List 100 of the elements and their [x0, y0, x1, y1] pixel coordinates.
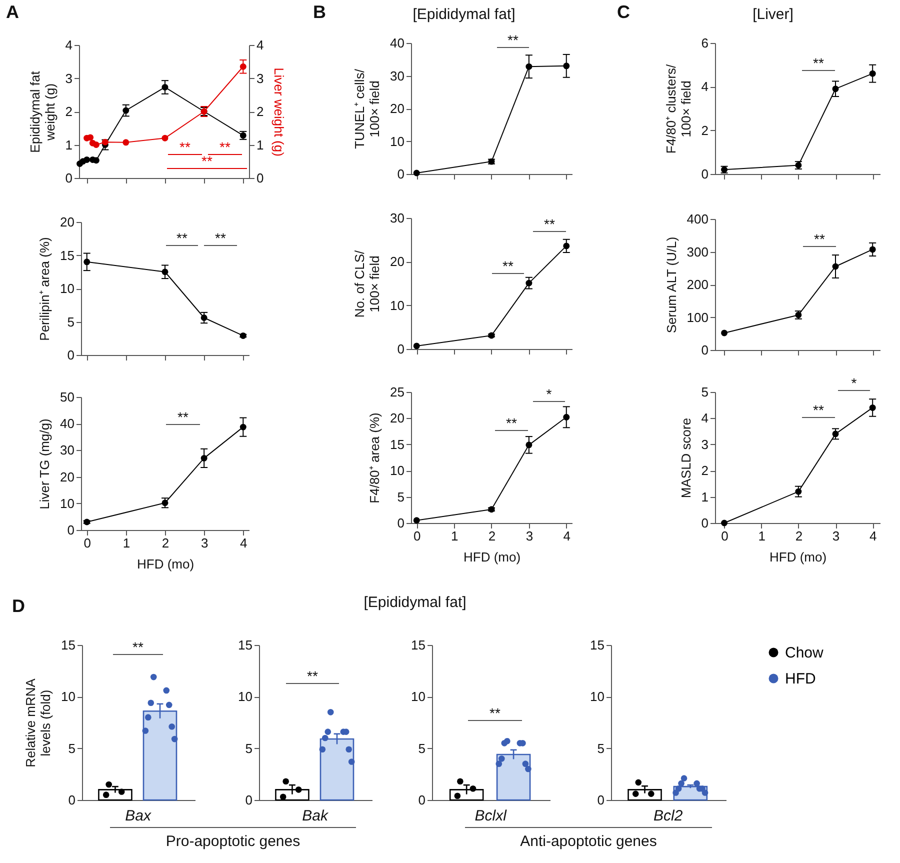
- x-tick-label: 2: [795, 528, 803, 544]
- annotation: **: [220, 139, 230, 155]
- y-axis-title: F4/80⁺ clusters/ 100× field: [663, 64, 694, 154]
- point: [526, 63, 532, 70]
- y-tick-label: 15: [390, 436, 404, 452]
- annotation: **: [204, 229, 237, 246]
- point: [526, 280, 532, 286]
- y-tick-label: 6: [701, 36, 708, 50]
- y-tick-label: 0: [701, 342, 708, 358]
- point: [122, 139, 130, 146]
- y-tick-label: 200: [686, 277, 708, 292]
- y-tick-label: 2: [65, 104, 72, 119]
- y-tick-label: 10: [390, 463, 404, 478]
- point: [162, 84, 168, 90]
- y-tick-label: 0: [701, 166, 708, 182]
- y2-tick-label: 1: [256, 137, 264, 152]
- y-tick-label: 0: [65, 170, 72, 186]
- point: [413, 342, 420, 350]
- y-tick-label: 3: [65, 70, 72, 86]
- y-tick-label: 10: [390, 134, 404, 149]
- point: [162, 500, 168, 506]
- point: [102, 138, 108, 146]
- x-tick-label: 1: [450, 528, 458, 544]
- text: *: [838, 374, 870, 391]
- point: [563, 242, 570, 250]
- y-tick-label: 5: [597, 740, 604, 756]
- point: [795, 488, 802, 495]
- y-tick-label: 15: [61, 638, 76, 652]
- y-tick-label: 0: [701, 516, 708, 530]
- y-axis-title: Epididymal fat weight (g): [27, 70, 58, 153]
- y-tick-label: 20: [60, 469, 74, 484]
- y-tick-label: 5: [397, 489, 404, 504]
- point: [869, 70, 876, 77]
- x-tick-label: 3: [832, 528, 840, 544]
- y-tick-label: 20: [390, 101, 404, 116]
- y2-tick-label: 3: [256, 70, 264, 86]
- point: [84, 518, 90, 526]
- annotation: **: [166, 229, 198, 246]
- y-tick-label: 0: [67, 348, 74, 362]
- y-tick-label: 5: [418, 740, 426, 756]
- y-tick-label: 1: [701, 489, 708, 504]
- annotation: **: [802, 401, 835, 418]
- y-tick-label: 300: [686, 244, 708, 260]
- annotation: **: [497, 31, 529, 48]
- y-tick-label: 2: [701, 463, 708, 478]
- annotation: **: [202, 153, 212, 169]
- point: [721, 330, 728, 336]
- point: [122, 107, 130, 114]
- y-tick-label: 10: [411, 689, 426, 704]
- y-tick-label: 0: [597, 792, 604, 808]
- y-tick-label: 5: [245, 740, 252, 756]
- y-tick-label: 1: [65, 137, 72, 152]
- x-axis-title: HFD (mo): [769, 550, 827, 564]
- x-tick-label: 4: [563, 528, 570, 544]
- point: [240, 63, 246, 70]
- text: C: [617, 2, 630, 23]
- y-tick-label: 0: [245, 792, 252, 808]
- x-tick-label: 0: [721, 528, 728, 544]
- point: [526, 442, 532, 448]
- x-tick-label: 1: [758, 528, 766, 544]
- y-tick-label: 10: [390, 298, 404, 313]
- annotation: **: [113, 638, 163, 655]
- y-tick-label: 0: [397, 342, 404, 356]
- y-tick-label: 25: [390, 384, 404, 400]
- point: [832, 430, 839, 438]
- point: [200, 314, 208, 321]
- x-tick-label: 3: [526, 528, 534, 544]
- y2-axis-title: Liver weight (g): [272, 68, 287, 156]
- y-axis-title: Relative mRNA levels (fold): [23, 678, 54, 768]
- y-axis-title: No. of CLS/ 100× field: [352, 250, 382, 318]
- point: [84, 156, 90, 163]
- point: [240, 424, 246, 430]
- point: [869, 246, 876, 253]
- y-tick-label: 4: [701, 79, 708, 94]
- y-axis-title: F4/80⁺ area (%): [367, 412, 382, 504]
- text: A: [6, 2, 19, 23]
- y-tick-label: 4: [65, 38, 72, 52]
- chart-title: [Epididymal fat]: [412, 6, 516, 23]
- y-tick-label: 2: [701, 122, 708, 138]
- y-tick-label: 4: [701, 410, 708, 426]
- y-tick-label: 15: [411, 638, 426, 652]
- annotation: **: [533, 215, 566, 232]
- point: [92, 157, 100, 164]
- annotation: *: [533, 385, 565, 402]
- y-tick-label: 15: [590, 638, 604, 652]
- y-tick-label: 400: [686, 212, 708, 226]
- y-tick-label: 10: [61, 689, 76, 704]
- chart-title: [Liver]: [752, 6, 794, 23]
- y-tick-label: 40: [390, 36, 404, 50]
- annotation: **: [166, 408, 200, 425]
- point: [92, 142, 100, 148]
- y-axis-title: Perilipin⁺ area (%): [37, 237, 52, 341]
- y-tick-label: 20: [390, 410, 404, 426]
- y-tick-label: 0: [68, 792, 76, 808]
- annotation: **: [492, 257, 524, 274]
- y-axis-title: TUNEL⁺ cells/ 100× field: [352, 68, 382, 149]
- point: [413, 170, 420, 176]
- legend-label: HFD: [785, 670, 816, 688]
- x-tick-label: 2: [488, 528, 496, 544]
- y-tick-label: 10: [60, 496, 74, 511]
